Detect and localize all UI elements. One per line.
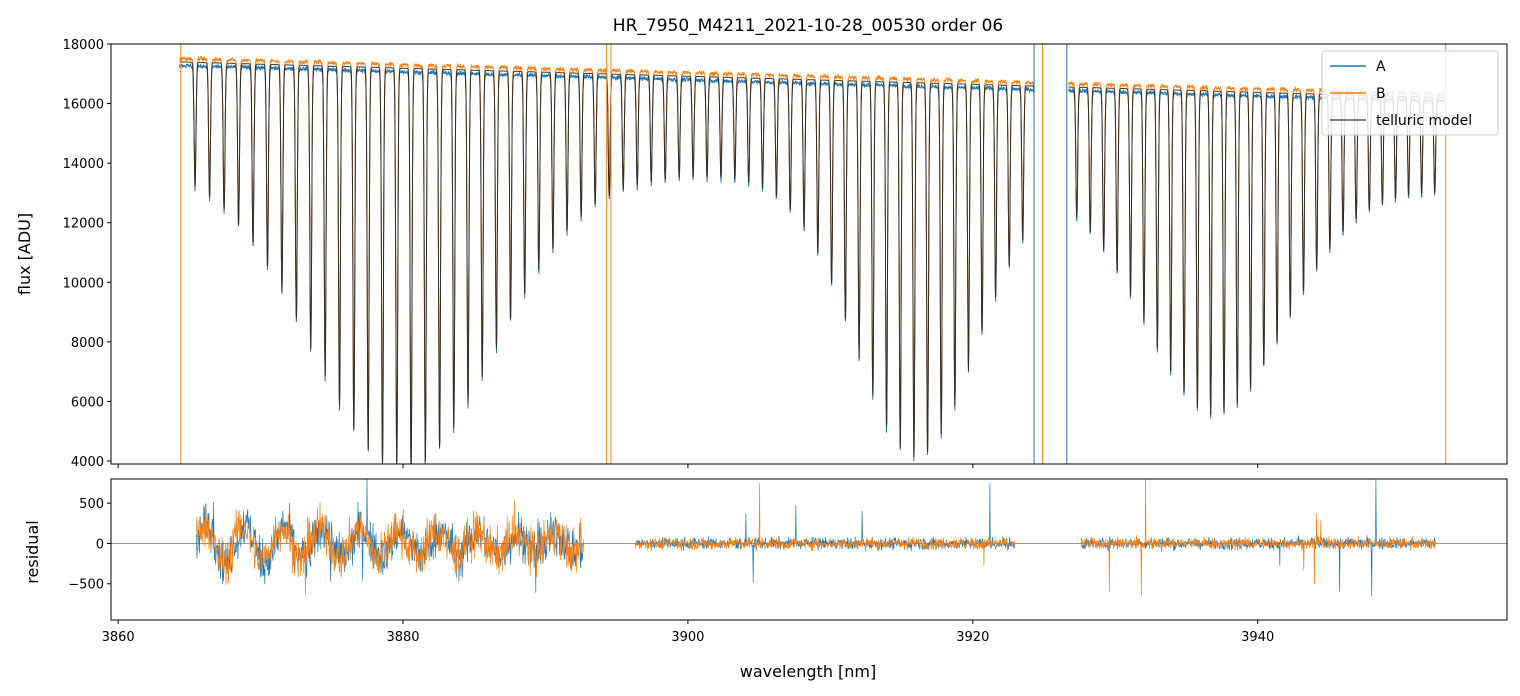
xlabel: wavelength [nm] — [740, 662, 877, 681]
legend-label-b: B — [1376, 86, 1386, 102]
legend-label-telluric: telluric model — [1376, 113, 1472, 129]
residual-ytick-label: −500 — [68, 578, 104, 593]
flux-ytick-label: 4000 — [71, 455, 104, 470]
residual-panel: −500 0 500 3860 3880 3900 3920 3940 residual wa… — [23, 478, 1508, 681]
chart-title: HR_7950_M4211_2021-10-28_00530 order 06 — [613, 16, 1003, 36]
residual-axis-ticks: −500 0 500 3860 3880 3900 3920 3940 — [68, 497, 1274, 645]
legend-label-a: A — [1376, 59, 1386, 75]
xtick-label: 3940 — [1241, 630, 1274, 645]
xtick-label: 3880 — [386, 630, 419, 645]
xtick-label: 3900 — [671, 630, 704, 645]
legend: A B telluric model — [1321, 50, 1499, 136]
flux-ytick-label: 8000 — [71, 336, 104, 351]
flux-ylabel: flux [ADU] — [15, 213, 34, 295]
flux-ytick-label: 10000 — [63, 276, 104, 291]
flux-panel: 4000 6000 8000 10000 12000 14000 16000 18000 fl… — [15, 38, 1508, 470]
residual-axes-frame — [110, 478, 1508, 621]
residual-plot-area — [111, 479, 1507, 597]
residual-b-line — [196, 479, 1436, 597]
xtick-label: 3920 — [956, 630, 989, 645]
flux-ytick-label: 12000 — [63, 217, 104, 232]
flux-ytick-label: 16000 — [63, 98, 104, 113]
flux-ytick-label: 6000 — [71, 395, 104, 410]
flux-plot-area — [178, 44, 1447, 464]
flux-axis-ticks: 4000 6000 8000 10000 12000 14000 16000 18000 — [63, 38, 1259, 470]
xtick-label: 3860 — [102, 630, 135, 645]
flux-axes-frame — [110, 43, 1508, 465]
legend-box — [1321, 50, 1499, 136]
flux-ytick-label: 14000 — [63, 157, 104, 172]
residual-ytick-label: 0 — [96, 537, 104, 552]
residual-ylabel: residual — [23, 520, 42, 583]
residual-ytick-label: 500 — [79, 497, 104, 512]
flux-ytick-label: 18000 — [63, 38, 104, 53]
